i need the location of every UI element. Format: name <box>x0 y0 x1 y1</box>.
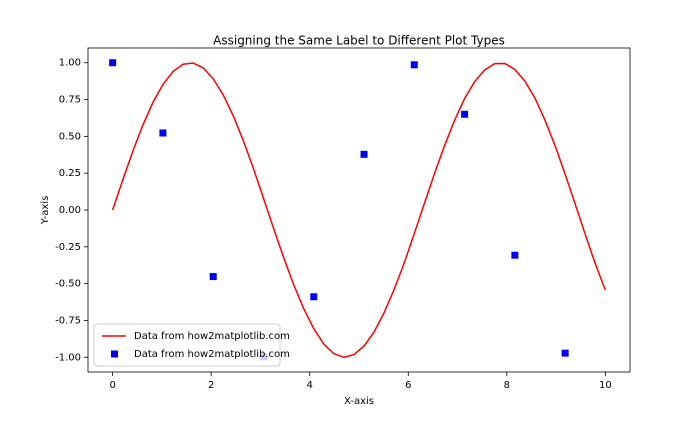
legend: Data from how2matplotlib.com Data from ho… <box>93 323 290 367</box>
x-tick-label: 10 <box>599 380 612 391</box>
y-tick-label: 0.75 <box>59 95 81 106</box>
scatter-point <box>511 251 519 259</box>
y-tick-label: -0.50 <box>55 279 81 290</box>
scatter-point <box>561 349 569 357</box>
scatter-point <box>310 293 318 301</box>
legend-label: Data from how2matplotlib.com <box>134 349 290 360</box>
scatter-point <box>410 61 418 69</box>
x-tick-label: 4 <box>307 380 313 391</box>
y-tick-label: 0.00 <box>59 205 81 216</box>
plot-frame <box>87 47 631 373</box>
x-tick-label: 0 <box>109 380 115 391</box>
scatter-point <box>360 150 368 158</box>
y-tick-label: 0.25 <box>59 168 81 179</box>
y-tick-label: -0.25 <box>55 242 81 253</box>
chart-title: Assigning the Same Label to Different Pl… <box>213 34 505 48</box>
legend-box <box>93 323 281 367</box>
data-line <box>111 62 607 359</box>
x-tick-label: 6 <box>405 380 411 391</box>
scatter-point <box>109 59 117 67</box>
y-axis-label: Y-axis <box>40 196 51 226</box>
y-tick-label: -1.00 <box>55 352 81 363</box>
y-tick-label: 1.00 <box>59 58 81 69</box>
y-tick-label: -0.75 <box>55 315 81 326</box>
y-tick-label: 0.50 <box>59 131 81 142</box>
scatter-point <box>209 273 217 281</box>
x-tick-label: 8 <box>504 380 510 391</box>
scatter-point <box>461 110 469 118</box>
x-axis-label: X-axis <box>344 396 374 407</box>
scatter-point <box>159 129 167 137</box>
legend-label: Data from how2matplotlib.com <box>134 331 290 342</box>
x-tick-label: 2 <box>208 380 214 391</box>
legend-marker <box>111 350 118 358</box>
